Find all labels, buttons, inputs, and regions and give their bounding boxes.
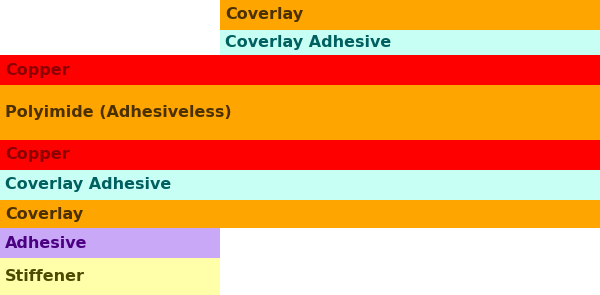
FancyBboxPatch shape [0,85,600,140]
Text: Coverlay Adhesive: Coverlay Adhesive [5,178,171,193]
FancyBboxPatch shape [220,0,600,30]
Text: Coverlay: Coverlay [225,7,303,22]
Text: Stiffener: Stiffener [5,269,85,284]
Text: Adhesive: Adhesive [5,235,88,250]
FancyBboxPatch shape [0,258,220,295]
Text: Polyimide (Adhesiveless): Polyimide (Adhesiveless) [5,105,232,120]
FancyBboxPatch shape [0,55,600,85]
Text: Copper: Copper [5,148,70,163]
Text: Copper: Copper [5,63,70,78]
FancyBboxPatch shape [220,30,600,55]
FancyBboxPatch shape [0,140,600,170]
FancyBboxPatch shape [0,170,600,200]
Text: Coverlay: Coverlay [5,206,83,222]
FancyBboxPatch shape [0,228,220,258]
Text: Coverlay Adhesive: Coverlay Adhesive [225,35,391,50]
FancyBboxPatch shape [0,200,600,228]
